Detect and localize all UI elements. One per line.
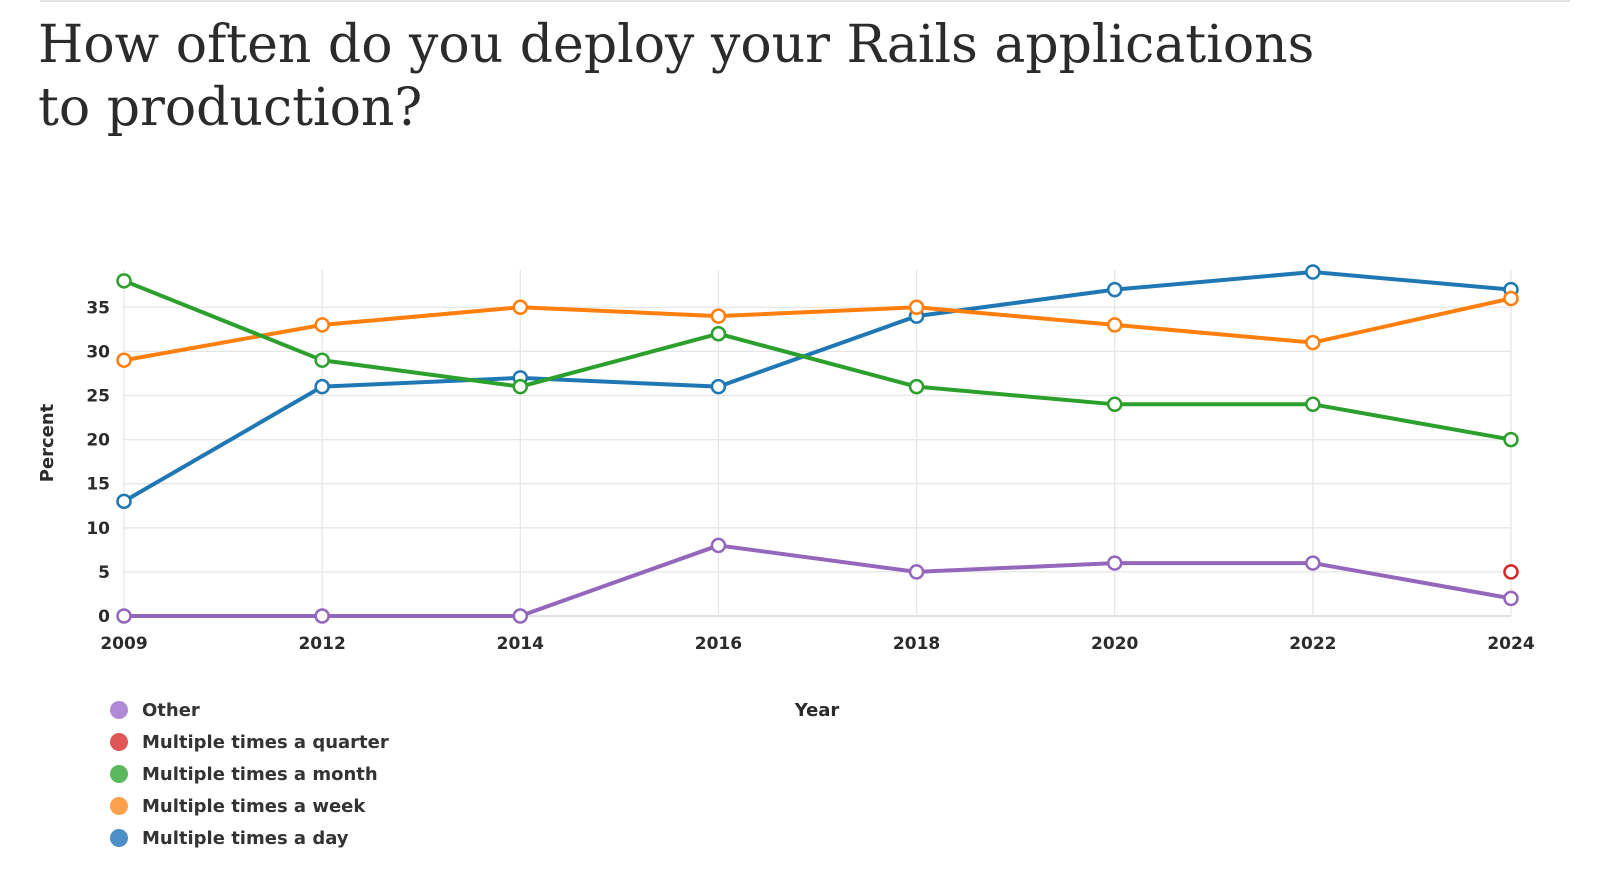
y-tick-label: 20 xyxy=(86,431,110,451)
legend-item[interactable]: Other xyxy=(110,694,389,726)
legend-swatch xyxy=(110,701,128,719)
data-point[interactable] xyxy=(314,378,330,395)
legend-item[interactable]: Multiple times a week xyxy=(110,790,389,822)
chart-data-points xyxy=(116,264,1519,624)
legend-swatch xyxy=(110,733,128,751)
x-tick-label: 2018 xyxy=(893,634,940,654)
top-rule xyxy=(40,0,1570,2)
x-tick-label: 2009 xyxy=(100,634,147,654)
data-point[interactable] xyxy=(512,608,529,624)
series-line-0 xyxy=(122,270,1513,504)
data-point[interactable] xyxy=(710,308,727,324)
data-point[interactable] xyxy=(1305,396,1321,413)
legend-item[interactable]: Multiple times a month xyxy=(110,758,389,790)
data-point[interactable] xyxy=(314,352,330,368)
x-tick-label: 2014 xyxy=(497,634,544,654)
data-point[interactable] xyxy=(1503,590,1519,607)
data-point[interactable] xyxy=(1503,290,1519,307)
y-tick-label: 10 xyxy=(86,519,110,539)
data-point[interactable] xyxy=(908,564,925,580)
data-point[interactable] xyxy=(710,537,727,554)
data-point[interactable] xyxy=(1106,317,1123,333)
legend-label: Multiple times a day xyxy=(142,827,349,849)
data-point[interactable] xyxy=(314,317,330,333)
legend-label: Multiple times a quarter xyxy=(142,731,389,753)
data-point[interactable] xyxy=(116,608,132,624)
x-tick-label: 2012 xyxy=(298,634,345,654)
x-axis-title: Year xyxy=(794,700,840,721)
data-point[interactable] xyxy=(1503,431,1519,448)
data-point[interactable] xyxy=(1305,555,1321,571)
data-point[interactable] xyxy=(512,378,529,395)
legend-item[interactable]: Multiple times a quarter xyxy=(110,726,389,758)
y-tick-label: 30 xyxy=(86,342,110,362)
chart-series-lines xyxy=(122,270,1513,618)
data-point[interactable] xyxy=(116,273,132,289)
data-point[interactable] xyxy=(1503,564,1519,580)
legend-swatch xyxy=(110,797,128,815)
series-line-2 xyxy=(122,278,1513,442)
data-point[interactable] xyxy=(116,352,132,368)
y-tick-label: 15 xyxy=(86,475,110,495)
series-line-1 xyxy=(122,296,1513,363)
x-tick-label: 2016 xyxy=(695,634,742,654)
data-point[interactable] xyxy=(1305,334,1321,351)
y-tick-label: 5 xyxy=(98,563,110,583)
data-point[interactable] xyxy=(1106,281,1123,298)
data-point[interactable] xyxy=(512,299,529,316)
data-point[interactable] xyxy=(908,299,925,316)
legend-label: Other xyxy=(142,699,200,721)
x-tick-label: 2022 xyxy=(1289,634,1336,654)
data-point[interactable] xyxy=(1305,264,1321,280)
series-line-4 xyxy=(122,543,1513,618)
x-tick-label: 2024 xyxy=(1487,634,1534,654)
y-tick-label: 25 xyxy=(86,386,110,406)
y-axis-title: Percent xyxy=(37,403,58,482)
legend-swatch xyxy=(110,765,128,783)
legend-label: Multiple times a week xyxy=(142,795,366,817)
data-point[interactable] xyxy=(710,378,727,395)
page-title: How often do you deploy your Rails appli… xyxy=(38,15,1315,138)
data-point[interactable] xyxy=(314,608,330,624)
data-point[interactable] xyxy=(1106,396,1123,413)
data-point[interactable] xyxy=(1106,555,1123,571)
y-tick-label: 35 xyxy=(86,298,110,318)
chart-tick-labels: 0 5 10 15 20 25 30 35 2009 2012 2014 2016 2018 2020 20… xyxy=(86,298,1534,654)
chart-legend: Other Multiple times a quarter Multiple ti… xyxy=(110,694,389,854)
legend-swatch xyxy=(110,829,128,847)
data-point[interactable] xyxy=(116,493,132,510)
legend-item[interactable]: Multiple times a day xyxy=(110,822,389,854)
data-point[interactable] xyxy=(908,378,925,395)
x-tick-label: 2020 xyxy=(1091,634,1138,654)
y-tick-label: 0 xyxy=(98,607,110,627)
data-point[interactable] xyxy=(710,325,727,342)
legend-label: Multiple times a month xyxy=(142,763,378,785)
